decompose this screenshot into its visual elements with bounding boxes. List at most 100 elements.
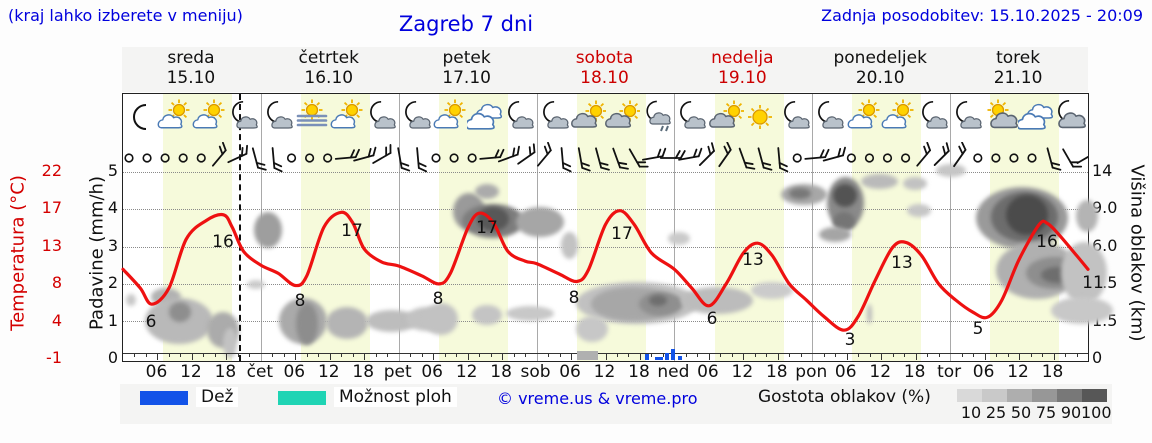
fog-sun-icon [294, 99, 330, 135]
hour-tick [272, 353, 274, 357]
hour-label: 18 [1041, 362, 1064, 382]
temp-extreme-label: 8 [294, 291, 306, 311]
page-title: Zagreb 7 dni [398, 12, 534, 36]
density-tick-label: 100 [1081, 403, 1112, 422]
temp-tick: 13 [41, 236, 62, 255]
moon-cloud-icon [811, 99, 847, 135]
cloud-sun-icon [708, 99, 745, 135]
precip-tick: 4 [107, 198, 118, 217]
hour-tick [731, 353, 733, 357]
cloud-blob [424, 303, 458, 335]
cloud-blob [903, 177, 927, 190]
hour-label: 06 [421, 362, 443, 382]
temp-extreme-label: 17 [341, 221, 363, 241]
temp-extreme-label: 8 [432, 289, 444, 309]
day-header: sobota 18.10 [536, 48, 674, 88]
wind-calm-icon [124, 153, 134, 163]
hour-tick [249, 353, 251, 357]
wind-barb-icon [416, 147, 428, 173]
hour-tick [869, 353, 871, 357]
hour-tick [559, 353, 561, 357]
day-date: 15.10 [166, 68, 216, 88]
moon-cloud-icon [673, 99, 709, 135]
wind-calm-icon [1009, 153, 1019, 163]
wind-barb-icon [804, 148, 830, 160]
cloud-blob [223, 328, 237, 358]
clouds-icon [464, 99, 503, 135]
meteogram-plot: 6 16 8 17 8 17 8 17 6 13 3 13 5 16 11 [121, 93, 1113, 362]
copyright-link[interactable]: © vreme.us & vreme.pro [497, 389, 698, 408]
hour-tick [467, 353, 469, 360]
hour-tick [421, 353, 423, 357]
moon-icon [122, 99, 158, 135]
hour-label: 12 [180, 362, 202, 382]
hour-tick [651, 353, 653, 357]
cloud-blob [475, 184, 499, 199]
sun-cloud-icon [880, 99, 916, 135]
cloud-blob [1051, 297, 1113, 324]
clouds-icon [1016, 99, 1054, 135]
density-tick-label: 90 [1060, 403, 1082, 422]
day-name: sobota [575, 48, 634, 68]
hour-tick [846, 353, 848, 360]
rain-bar [644, 354, 649, 360]
hour-tick [984, 353, 986, 360]
cloud-tick: 9.0 [1092, 198, 1118, 217]
hour-label: čet [246, 362, 274, 382]
wind-barb-icon [738, 147, 756, 170]
hour-tick [1030, 353, 1032, 357]
hour-label: pet [383, 362, 412, 382]
day-header: ponedeljek 20.10 [811, 48, 949, 88]
hour-tick [961, 353, 963, 357]
hour-tick [214, 353, 216, 357]
moon-graycloud-icon [1052, 99, 1088, 135]
rain-bar [654, 357, 659, 360]
wind-barbs-row [124, 142, 1088, 173]
day-header: četrtek 16.10 [260, 48, 398, 88]
showers-legend-swatch [278, 391, 326, 405]
temp-tick: 17 [41, 198, 62, 217]
current-time-line [238, 94, 241, 361]
moon-cloud-icon [949, 99, 985, 135]
daylight-band [852, 94, 922, 361]
wind-calm-icon [178, 153, 188, 163]
hour-tick [490, 353, 492, 357]
density-cell [957, 389, 982, 402]
wind-barb-icon [1046, 147, 1062, 171]
hour-tick [685, 353, 687, 357]
cloud-blob [561, 232, 578, 259]
hour-label: 06 [697, 362, 719, 382]
density-cell [1057, 389, 1082, 402]
temp-extreme-label: 16 [1036, 232, 1058, 252]
hour-tick [1053, 353, 1055, 360]
hour-tick [226, 353, 228, 360]
day-name: četrtek [298, 48, 359, 68]
sun-cloud-icon [846, 99, 882, 135]
day-boundary-line [674, 94, 675, 361]
temp-extreme-label: 3 [844, 330, 856, 350]
hour-tick [410, 353, 412, 357]
hour-label: 12 [593, 362, 616, 382]
hour-tick [835, 353, 837, 357]
wind-calm-icon [286, 153, 297, 163]
cloud-blob [516, 207, 564, 237]
density-tick-label: 25 [985, 403, 1007, 422]
wind-barb-icon [1076, 152, 1088, 164]
sun-icon [742, 99, 778, 135]
rain-bar [658, 356, 663, 360]
hour-tick [134, 353, 136, 357]
sun-cloud-icon [156, 99, 192, 135]
cloud-blob [833, 212, 855, 231]
wind-barb-icon [517, 143, 536, 165]
temp-tick: 4 [51, 311, 62, 330]
rain-legend-swatch [140, 391, 188, 405]
cloud-blob [254, 212, 282, 248]
hour-label: 06 [834, 362, 857, 382]
wind-barb-icon [397, 147, 411, 172]
hour-tick [157, 353, 159, 360]
hour-tick [777, 353, 779, 360]
hour-tick [789, 353, 791, 357]
temp-extreme-label: 6 [145, 312, 157, 332]
wind-barb-icon [916, 142, 931, 167]
wind-barb-icon [933, 142, 950, 166]
